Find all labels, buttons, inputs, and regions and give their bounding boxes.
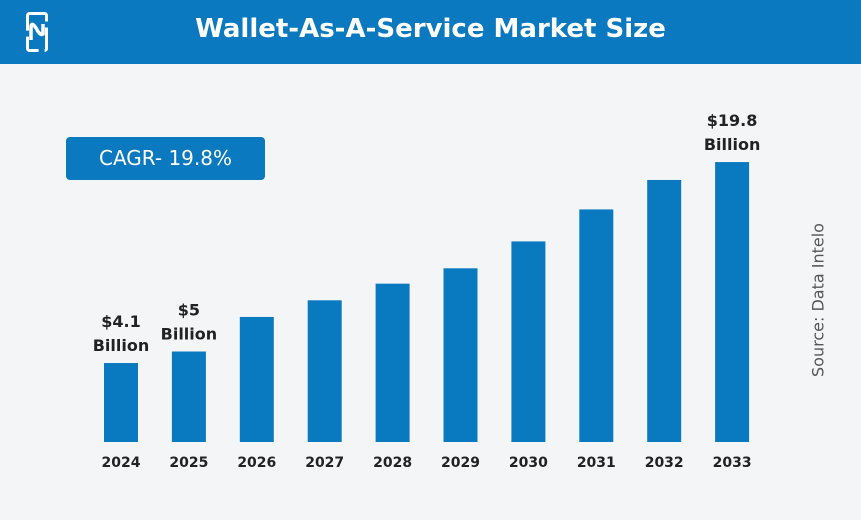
bar-2026 xyxy=(239,316,274,442)
bar-2028 xyxy=(375,283,410,442)
bar-2027 xyxy=(307,300,342,442)
x-tick-2024: 2024 xyxy=(102,455,141,471)
bar-2024 xyxy=(104,363,138,442)
bar-2030 xyxy=(511,241,546,442)
data-label-2025: $5 xyxy=(178,301,200,320)
x-tick-2027: 2027 xyxy=(305,455,344,471)
data-label-2033: $19.8 xyxy=(707,111,758,130)
x-tick-2033: 2033 xyxy=(713,455,752,471)
data-label-unit-2025: Billion xyxy=(161,325,218,344)
bar-2029 xyxy=(443,268,478,442)
x-tick-2025: 2025 xyxy=(169,455,208,471)
bar-2031 xyxy=(579,209,614,442)
bar-2032 xyxy=(647,179,682,443)
x-tick-2030: 2030 xyxy=(509,455,548,471)
logo-icon xyxy=(26,12,48,52)
cagr-badge: CAGR- 19.8% xyxy=(66,137,265,180)
x-tick-2028: 2028 xyxy=(373,455,412,471)
header-bar: Wallet-As-A-Service Market Size xyxy=(0,0,861,64)
chart-title: Wallet-As-A-Service Market Size xyxy=(195,14,666,44)
data-label-unit-2033: Billion xyxy=(704,135,761,154)
x-tick-2032: 2032 xyxy=(645,455,684,471)
data-label-2024: $4.1 xyxy=(101,312,140,331)
data-label-unit-2024: Billion xyxy=(93,336,150,355)
bar-2033 xyxy=(715,162,750,442)
x-tick-2031: 2031 xyxy=(577,455,616,471)
x-tick-2026: 2026 xyxy=(237,455,276,471)
bar-2025 xyxy=(171,351,206,442)
x-tick-2029: 2029 xyxy=(441,455,480,471)
